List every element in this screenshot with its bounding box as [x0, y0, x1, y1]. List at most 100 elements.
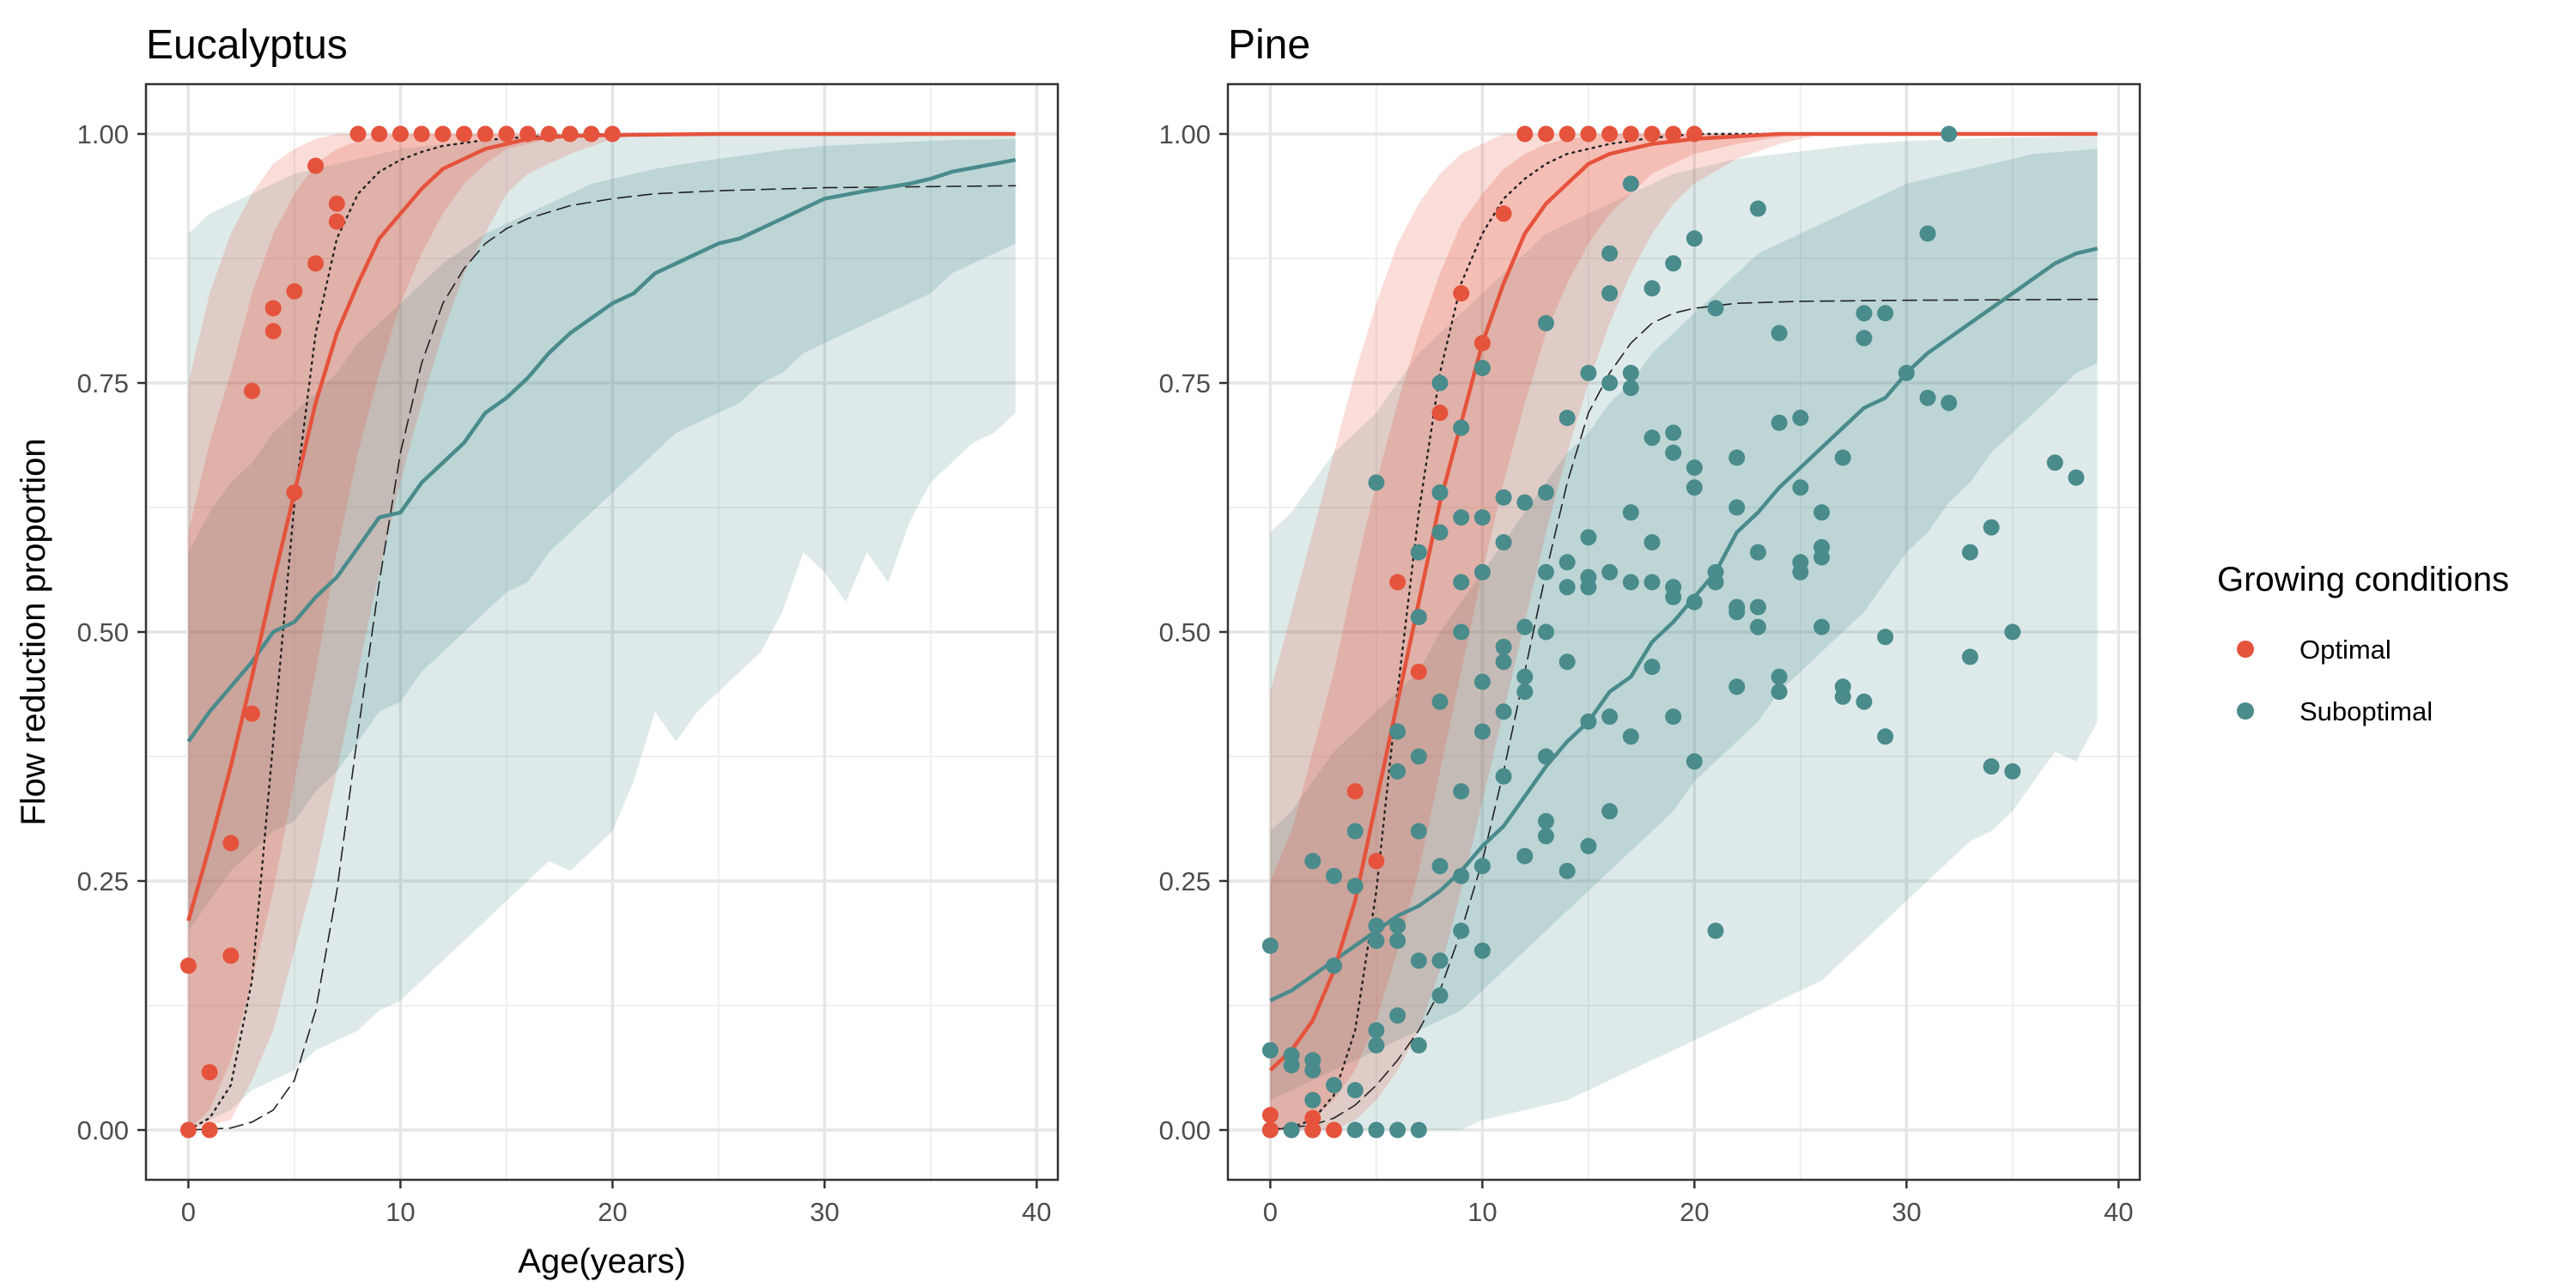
suboptimal-point: [1431, 693, 1449, 710]
suboptimal-point: [1431, 987, 1449, 1004]
legend-label: Suboptimal: [2300, 696, 2433, 726]
suboptimal-point: [1431, 952, 1449, 969]
x-tick-label: 30: [1892, 1197, 1921, 1227]
suboptimal-point: [1983, 758, 2000, 775]
optimal-point: [1622, 125, 1639, 143]
legend: Growing conditions Optimal Suboptimal: [2217, 561, 2509, 726]
suboptimal-point: [1368, 474, 1385, 491]
suboptimal-point: [1622, 728, 1639, 745]
suboptimal-point: [1558, 862, 1576, 879]
suboptimal-point: [1707, 300, 1724, 317]
suboptimal-point: [1283, 1121, 1300, 1139]
optimal-points: [179, 125, 621, 1139]
x-tick-label: 10: [386, 1197, 415, 1227]
optimal-point: [1261, 1107, 1279, 1124]
suboptimal-outer-band: [188, 134, 1016, 1130]
suboptimal-point: [1368, 1022, 1385, 1039]
suboptimal-point: [1961, 648, 1978, 665]
suboptimal-point: [1961, 544, 1978, 561]
legend-title: Growing conditions: [2217, 561, 2509, 598]
suboptimal-point: [1453, 783, 1470, 800]
suboptimal-point: [1410, 748, 1427, 765]
y-tick-label: 0.00: [77, 1115, 129, 1145]
suboptimal-point: [1665, 444, 1682, 461]
suboptimal-point: [1856, 330, 1873, 347]
suboptimal-point: [1814, 538, 1830, 556]
suboptimal-point: [1538, 314, 1554, 331]
optimal-point: [201, 1064, 218, 1081]
suboptimal-point: [1686, 593, 1703, 611]
suboptimal-point: [1919, 389, 1936, 406]
suboptimal-point: [2004, 623, 2021, 641]
suboptimal-point: [1665, 424, 1682, 441]
suboptimal-point: [1516, 668, 1534, 685]
suboptimal-point: [1495, 534, 1512, 551]
suboptimal-point: [1580, 529, 1597, 546]
suboptimal-point: [1431, 484, 1449, 501]
optimal-point: [604, 125, 621, 143]
suboptimal-point: [1516, 683, 1534, 701]
suboptimal-point: [1389, 933, 1406, 950]
optimal-point: [1368, 853, 1385, 870]
optimal-point: [1389, 574, 1406, 591]
suboptimal-point: [1538, 828, 1554, 845]
suboptimal-point: [1558, 579, 1576, 596]
suboptimal-point: [1538, 623, 1554, 641]
suboptimal-point: [1326, 867, 1342, 884]
suboptimal-point: [1622, 380, 1639, 397]
suboptimal-point: [1792, 554, 1809, 571]
optimal-point: [456, 125, 472, 143]
suboptimal-point: [1389, 723, 1406, 740]
optimal-point: [244, 705, 260, 722]
suboptimal-point: [1368, 1036, 1385, 1054]
suboptimal-point: [1834, 678, 1851, 696]
optimal-point: [1643, 125, 1661, 143]
suboptimal-point: [1538, 748, 1554, 765]
optimal-point: [1453, 285, 1470, 302]
y-tick-label: 0.00: [1159, 1115, 1211, 1145]
optimal-point: [1346, 783, 1364, 800]
suboptimal-point: [1495, 768, 1512, 785]
suboptimal-point: [1368, 1121, 1385, 1139]
optimal-point: [1516, 125, 1534, 143]
axes: 0 10 20 30 40 0.00 0.25 0.50 0.75 1.00: [77, 119, 1052, 1227]
suboptimal-inner-band: [188, 138, 1016, 932]
suboptimal-point: [1792, 479, 1809, 496]
panel-title: Eucalyptus: [146, 22, 348, 68]
suboptimal-point: [1771, 414, 1788, 431]
suboptimal-point: [1283, 1047, 1300, 1064]
optimal-point: [583, 125, 600, 143]
suboptimal-point: [1601, 374, 1619, 392]
suboptimal-point: [1771, 683, 1788, 701]
suboptimal-point: [1941, 394, 1958, 411]
legend-item-suboptimal: Suboptimal: [2237, 696, 2433, 726]
suboptimal-point: [1410, 823, 1427, 840]
suboptimal-point: [1538, 563, 1554, 580]
suboptimal-point: [1728, 449, 1746, 466]
optimal-point: [1580, 125, 1597, 143]
panel-title: Pine: [1228, 22, 1310, 68]
optimal-outer-band: [1270, 134, 2098, 1130]
suboptimal-point: [1686, 230, 1703, 247]
suboptimal-point: [1346, 1082, 1364, 1099]
suboptimal-point: [1580, 713, 1597, 730]
suboptimal-point: [1622, 504, 1639, 521]
optimal-point: [1431, 404, 1449, 422]
suboptimal-point: [1749, 598, 1766, 616]
optimal-point: [1665, 125, 1682, 143]
suboptimal-point: [1389, 1007, 1406, 1024]
y-tick-label: 0.75: [1159, 368, 1211, 398]
optimal-points: [1261, 125, 1703, 1139]
optimal-point: [413, 125, 430, 143]
optimal-point: [540, 125, 557, 143]
suboptimal-point: [1389, 1121, 1406, 1139]
suboptimal-point: [1389, 762, 1406, 780]
optimal-point: [1538, 125, 1554, 143]
suboptimal-point: [1473, 858, 1491, 875]
suboptimal-point: [1516, 494, 1534, 511]
optimal-point: [1495, 205, 1512, 222]
suboptimal-point: [1473, 509, 1491, 526]
suboptimal-point: [1495, 489, 1512, 506]
suboptimal-point: [1368, 933, 1385, 950]
suboptimal-point: [1686, 459, 1703, 477]
